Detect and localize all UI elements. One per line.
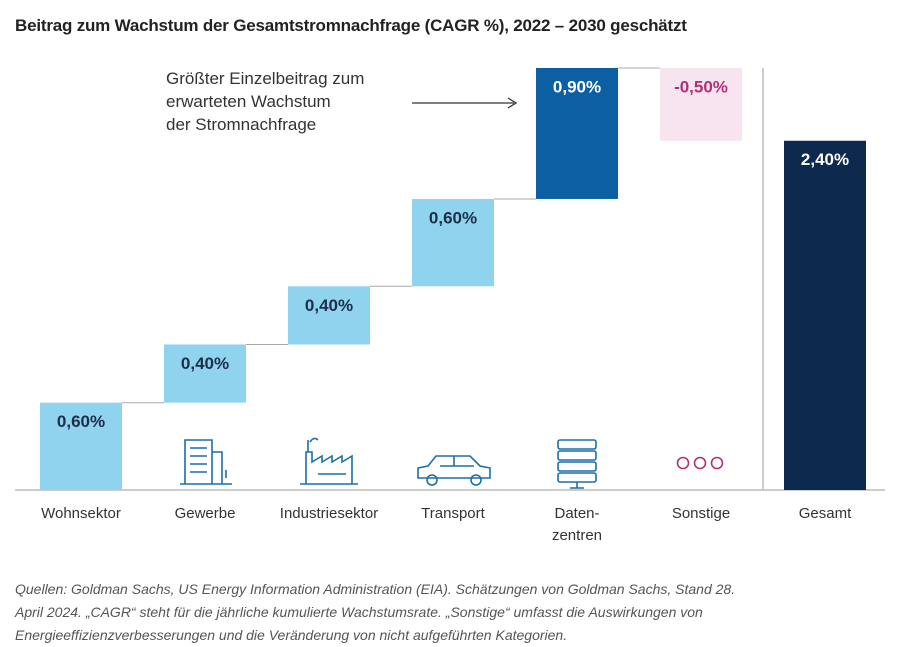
x-tick-label: Gewerbe [174, 505, 236, 522]
bar [40, 402, 122, 490]
annotation: Größter Einzelbeitrag zum erwarteten Wach… [166, 67, 364, 136]
icon-car-wheel [470, 474, 482, 486]
icon-server-base [570, 482, 584, 489]
note-line: Quellen: Goldman Sachs, US Energy Inform… [15, 581, 736, 597]
value-label: 0,40% [305, 296, 353, 315]
icon-server [557, 450, 597, 461]
annotation-line: erwarteten Wachstum [166, 92, 331, 111]
icon-server [557, 472, 597, 483]
icon-dots [676, 456, 724, 470]
bar [784, 140, 866, 491]
icon-dot [693, 456, 707, 470]
bar [164, 344, 246, 403]
bar [288, 286, 370, 345]
source-note: Quellen: Goldman Sachs, US Energy Inform… [15, 578, 735, 647]
x-tick-label: Industriesektor [279, 505, 379, 522]
value-label: 0,90% [553, 77, 601, 96]
chart-title: Beitrag zum Wachstum der Gesamtstromnach… [15, 16, 687, 35]
value-label: -0,50% [674, 77, 728, 96]
icon-car [417, 455, 491, 479]
value-label: 0,60% [429, 208, 477, 227]
value-label: 0,40% [181, 354, 229, 373]
annotation-line: Größter Einzelbeitrag zum [166, 69, 365, 88]
bar [412, 198, 494, 287]
icon-dot [710, 456, 724, 470]
icons [57, 437, 597, 489]
note-line: April 2024. „CAGR“ steht für die jährlic… [15, 604, 703, 620]
icon-dot [676, 456, 690, 470]
annotation-line: der Stromnachfrage [166, 115, 317, 134]
bar [660, 68, 742, 141]
icon-car-wheel [426, 474, 438, 486]
note-line: Energieeffizienzverbesserungen und die V… [15, 627, 568, 643]
icon-building [180, 439, 232, 485]
x-tick-label: Daten- zentren [551, 505, 603, 544]
bar [536, 68, 618, 199]
x-tick-label: Transport [421, 505, 485, 522]
x-tick-label: Sonstige [671, 505, 731, 522]
value-label: 2,40% [801, 150, 849, 169]
value-label: 0,60% [57, 412, 105, 431]
x-tick-label: Gesamt [798, 505, 852, 522]
icon-factory [300, 437, 358, 485]
x-tick-label: Wohnsektor [41, 505, 121, 522]
icon-server [557, 439, 597, 450]
annotation-arrow-head [507, 97, 518, 109]
icon-server [557, 461, 597, 472]
